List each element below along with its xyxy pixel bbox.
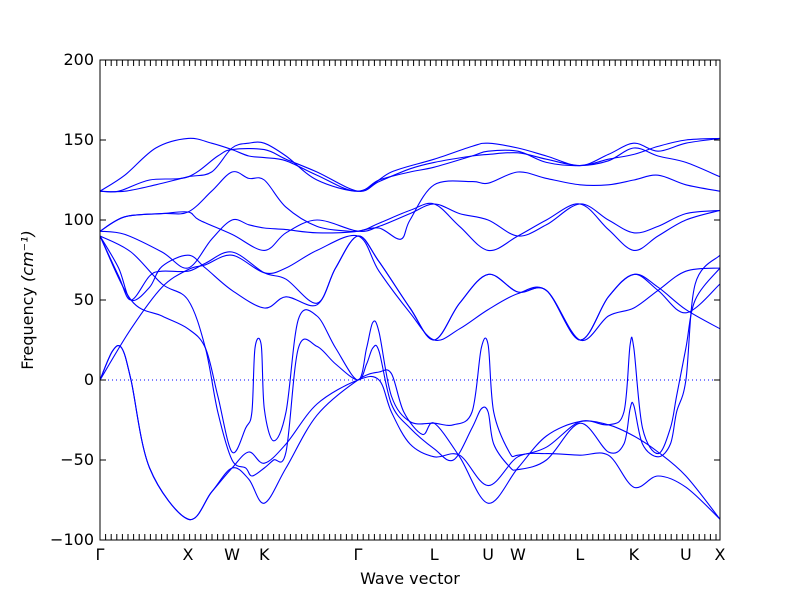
x-tick-label: W [224, 545, 240, 564]
band-line-5 [99, 203, 721, 251]
band-line-8 [99, 235, 721, 341]
y-tick-label: 0 [84, 370, 94, 389]
y-tick-label: 50 [74, 290, 94, 309]
band-line-13 [99, 235, 721, 477]
x-tick-label: X [183, 545, 194, 564]
x-tick-label: Γ [353, 545, 362, 564]
x-tick-label: U [482, 545, 494, 564]
y-tick-label: 100 [63, 210, 94, 229]
y-tick-label: 150 [63, 130, 94, 149]
phonon-bands [99, 137, 721, 521]
y-axis-label: Frequency (cm⁻¹) [18, 230, 37, 369]
band-line-6 [99, 202, 721, 269]
x-tick-label: K [629, 545, 640, 564]
y-tick-label: −50 [60, 450, 94, 469]
x-tick-label: W [510, 545, 526, 564]
x-tick-label: K [259, 545, 270, 564]
x-tick-label: U [680, 545, 692, 564]
x-tick-label: L [430, 545, 439, 564]
x-tick-label: L [575, 545, 584, 564]
band-line-7 [99, 235, 721, 341]
y-tick-label: −100 [50, 530, 94, 549]
x-tick-label: Γ [96, 545, 105, 564]
band-line-11 [99, 344, 721, 521]
band-line-12 [99, 235, 721, 458]
band-line-3 [99, 141, 721, 193]
band-line-2 [99, 137, 721, 192]
band-line-9 [99, 234, 721, 381]
x-axis-label: Wave vector [360, 569, 460, 588]
band-line-1 [99, 137, 721, 193]
band-line-4 [99, 171, 721, 240]
x-tick-label: X [715, 545, 726, 564]
plot-frame [99, 59, 721, 541]
y-tick-label: 200 [63, 50, 94, 69]
